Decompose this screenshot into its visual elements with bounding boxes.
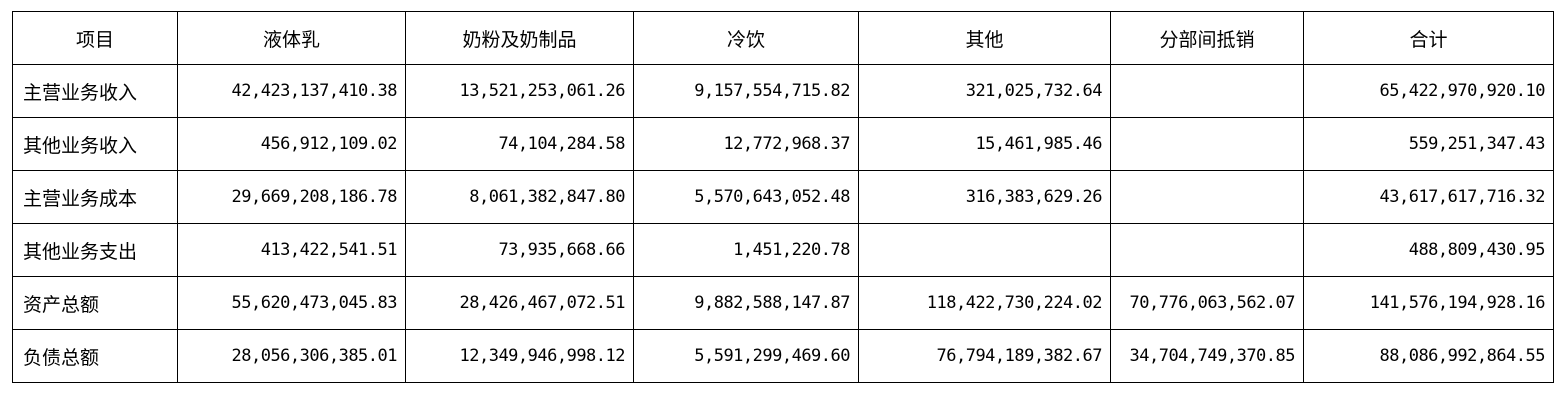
header-row: 项目 液体乳 奶粉及奶制品 冷饮 其他 分部间抵销 合计 <box>12 11 1554 65</box>
row-label: 其他业务支出 <box>12 223 178 277</box>
table-cell: 1,451,220.78 <box>633 223 859 277</box>
table-cell: 12,349,946,998.12 <box>405 329 634 383</box>
table-cell: 28,056,306,385.01 <box>177 329 406 383</box>
segment-table: 项目 液体乳 奶粉及奶制品 冷饮 其他 分部间抵销 合计 主营业务收入 42,4… <box>12 11 1554 383</box>
table-cell <box>858 223 1111 277</box>
header-cell-milk-powder: 奶粉及奶制品 <box>405 11 634 65</box>
table-cell: 316,383,629.26 <box>858 170 1111 224</box>
row-label: 主营业务收入 <box>12 64 178 118</box>
table-cell: 55,620,473,045.83 <box>177 276 406 330</box>
header-cell-eliminations: 分部间抵销 <box>1110 11 1304 65</box>
table-cell: 29,669,208,186.78 <box>177 170 406 224</box>
table-cell: 456,912,109.02 <box>177 117 406 171</box>
row-label: 负债总额 <box>12 329 178 383</box>
table-cell: 76,794,189,382.67 <box>858 329 1111 383</box>
table-cell: 65,422,970,920.10 <box>1303 64 1554 118</box>
table-cell <box>1110 117 1304 171</box>
table-row: 其他业务收入 456,912,109.02 74,104,284.58 12,7… <box>12 117 1554 171</box>
row-label: 其他业务收入 <box>12 117 178 171</box>
table-cell: 321,025,732.64 <box>858 64 1111 118</box>
table-row: 负债总额 28,056,306,385.01 12,349,946,998.12… <box>12 329 1554 383</box>
table-cell: 42,423,137,410.38 <box>177 64 406 118</box>
table-cell: 413,422,541.51 <box>177 223 406 277</box>
table-cell: 118,422,730,224.02 <box>858 276 1111 330</box>
row-label: 资产总额 <box>12 276 178 330</box>
table-cell: 559,251,347.43 <box>1303 117 1554 171</box>
table-cell: 8,061,382,847.80 <box>405 170 634 224</box>
table-row: 其他业务支出 413,422,541.51 73,935,668.66 1,45… <box>12 223 1554 277</box>
table-cell: 5,570,643,052.48 <box>633 170 859 224</box>
table-cell: 28,426,467,072.51 <box>405 276 634 330</box>
header-cell-liquid-milk: 液体乳 <box>177 11 406 65</box>
table-cell: 34,704,749,370.85 <box>1110 329 1304 383</box>
header-cell-ice-cream: 冷饮 <box>633 11 859 65</box>
table-cell: 9,157,554,715.82 <box>633 64 859 118</box>
table-cell <box>1110 223 1304 277</box>
table-cell: 13,521,253,061.26 <box>405 64 634 118</box>
table-cell: 15,461,985.46 <box>858 117 1111 171</box>
table-cell: 74,104,284.58 <box>405 117 634 171</box>
table-cell: 141,576,194,928.16 <box>1303 276 1554 330</box>
table-cell: 488,809,430.95 <box>1303 223 1554 277</box>
header-cell-item: 项目 <box>12 11 178 65</box>
header-cell-other: 其他 <box>858 11 1111 65</box>
table-cell: 70,776,063,562.07 <box>1110 276 1304 330</box>
table-row: 主营业务成本 29,669,208,186.78 8,061,382,847.8… <box>12 170 1554 224</box>
table-cell <box>1110 170 1304 224</box>
table-row: 主营业务收入 42,423,137,410.38 13,521,253,061.… <box>12 64 1554 118</box>
row-label: 主营业务成本 <box>12 170 178 224</box>
table-cell: 9,882,588,147.87 <box>633 276 859 330</box>
table-cell <box>1110 64 1304 118</box>
table-cell: 43,617,617,716.32 <box>1303 170 1554 224</box>
header-cell-total: 合计 <box>1303 11 1554 65</box>
table-cell: 88,086,992,864.55 <box>1303 329 1554 383</box>
table-cell: 73,935,668.66 <box>405 223 634 277</box>
table-row: 资产总额 55,620,473,045.83 28,426,467,072.51… <box>12 276 1554 330</box>
table-cell: 5,591,299,469.60 <box>633 329 859 383</box>
table-cell: 12,772,968.37 <box>633 117 859 171</box>
